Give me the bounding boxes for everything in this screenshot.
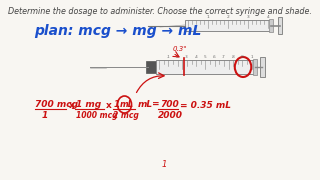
Text: .1: .1 [166, 55, 170, 59]
Text: .6: .6 [213, 55, 216, 59]
Text: x: x [68, 101, 74, 110]
Text: 700: 700 [160, 100, 179, 109]
Text: 4: 4 [267, 15, 269, 19]
Text: 1: 1 [114, 100, 120, 109]
Text: 0.3": 0.3" [172, 46, 187, 52]
Text: 1000 mcg: 1000 mcg [76, 111, 117, 120]
Text: .4: .4 [194, 55, 198, 59]
Bar [260, 57, 265, 77]
Text: 1 mg: 1 mg [76, 100, 101, 109]
Bar [253, 59, 257, 75]
Text: 1: 1 [207, 15, 210, 19]
Text: plan: mcg → mg → mL: plan: mcg → mg → mL [35, 24, 202, 38]
Text: 1: 1 [250, 55, 253, 59]
Text: 2 mcg: 2 mcg [113, 111, 139, 120]
Text: 700 mcg: 700 mcg [35, 100, 78, 109]
Bar [146, 61, 157, 73]
Text: 2: 2 [227, 15, 229, 19]
Bar [278, 17, 282, 34]
Bar [156, 60, 255, 74]
Text: 1: 1 [41, 111, 47, 120]
Text: x: x [106, 101, 111, 110]
Text: 1: 1 [161, 160, 167, 169]
Bar [269, 19, 273, 32]
Text: .5: .5 [204, 55, 207, 59]
Text: .9: .9 [241, 55, 244, 59]
Text: = 0.35 mL: = 0.35 mL [180, 101, 231, 110]
Text: =: = [152, 100, 159, 109]
Text: Determine the dosage to administer. Choose the correct syringe and shade.: Determine the dosage to administer. Choo… [8, 7, 312, 16]
Text: mL: mL [138, 100, 153, 109]
Bar [185, 20, 271, 31]
Text: .8: .8 [231, 55, 235, 59]
Text: 2000: 2000 [158, 111, 183, 120]
Text: .3: .3 [185, 55, 189, 59]
Text: mL: mL [120, 100, 134, 109]
Text: .7: .7 [222, 55, 226, 59]
Text: .2: .2 [176, 55, 180, 59]
Text: 3: 3 [247, 15, 250, 19]
